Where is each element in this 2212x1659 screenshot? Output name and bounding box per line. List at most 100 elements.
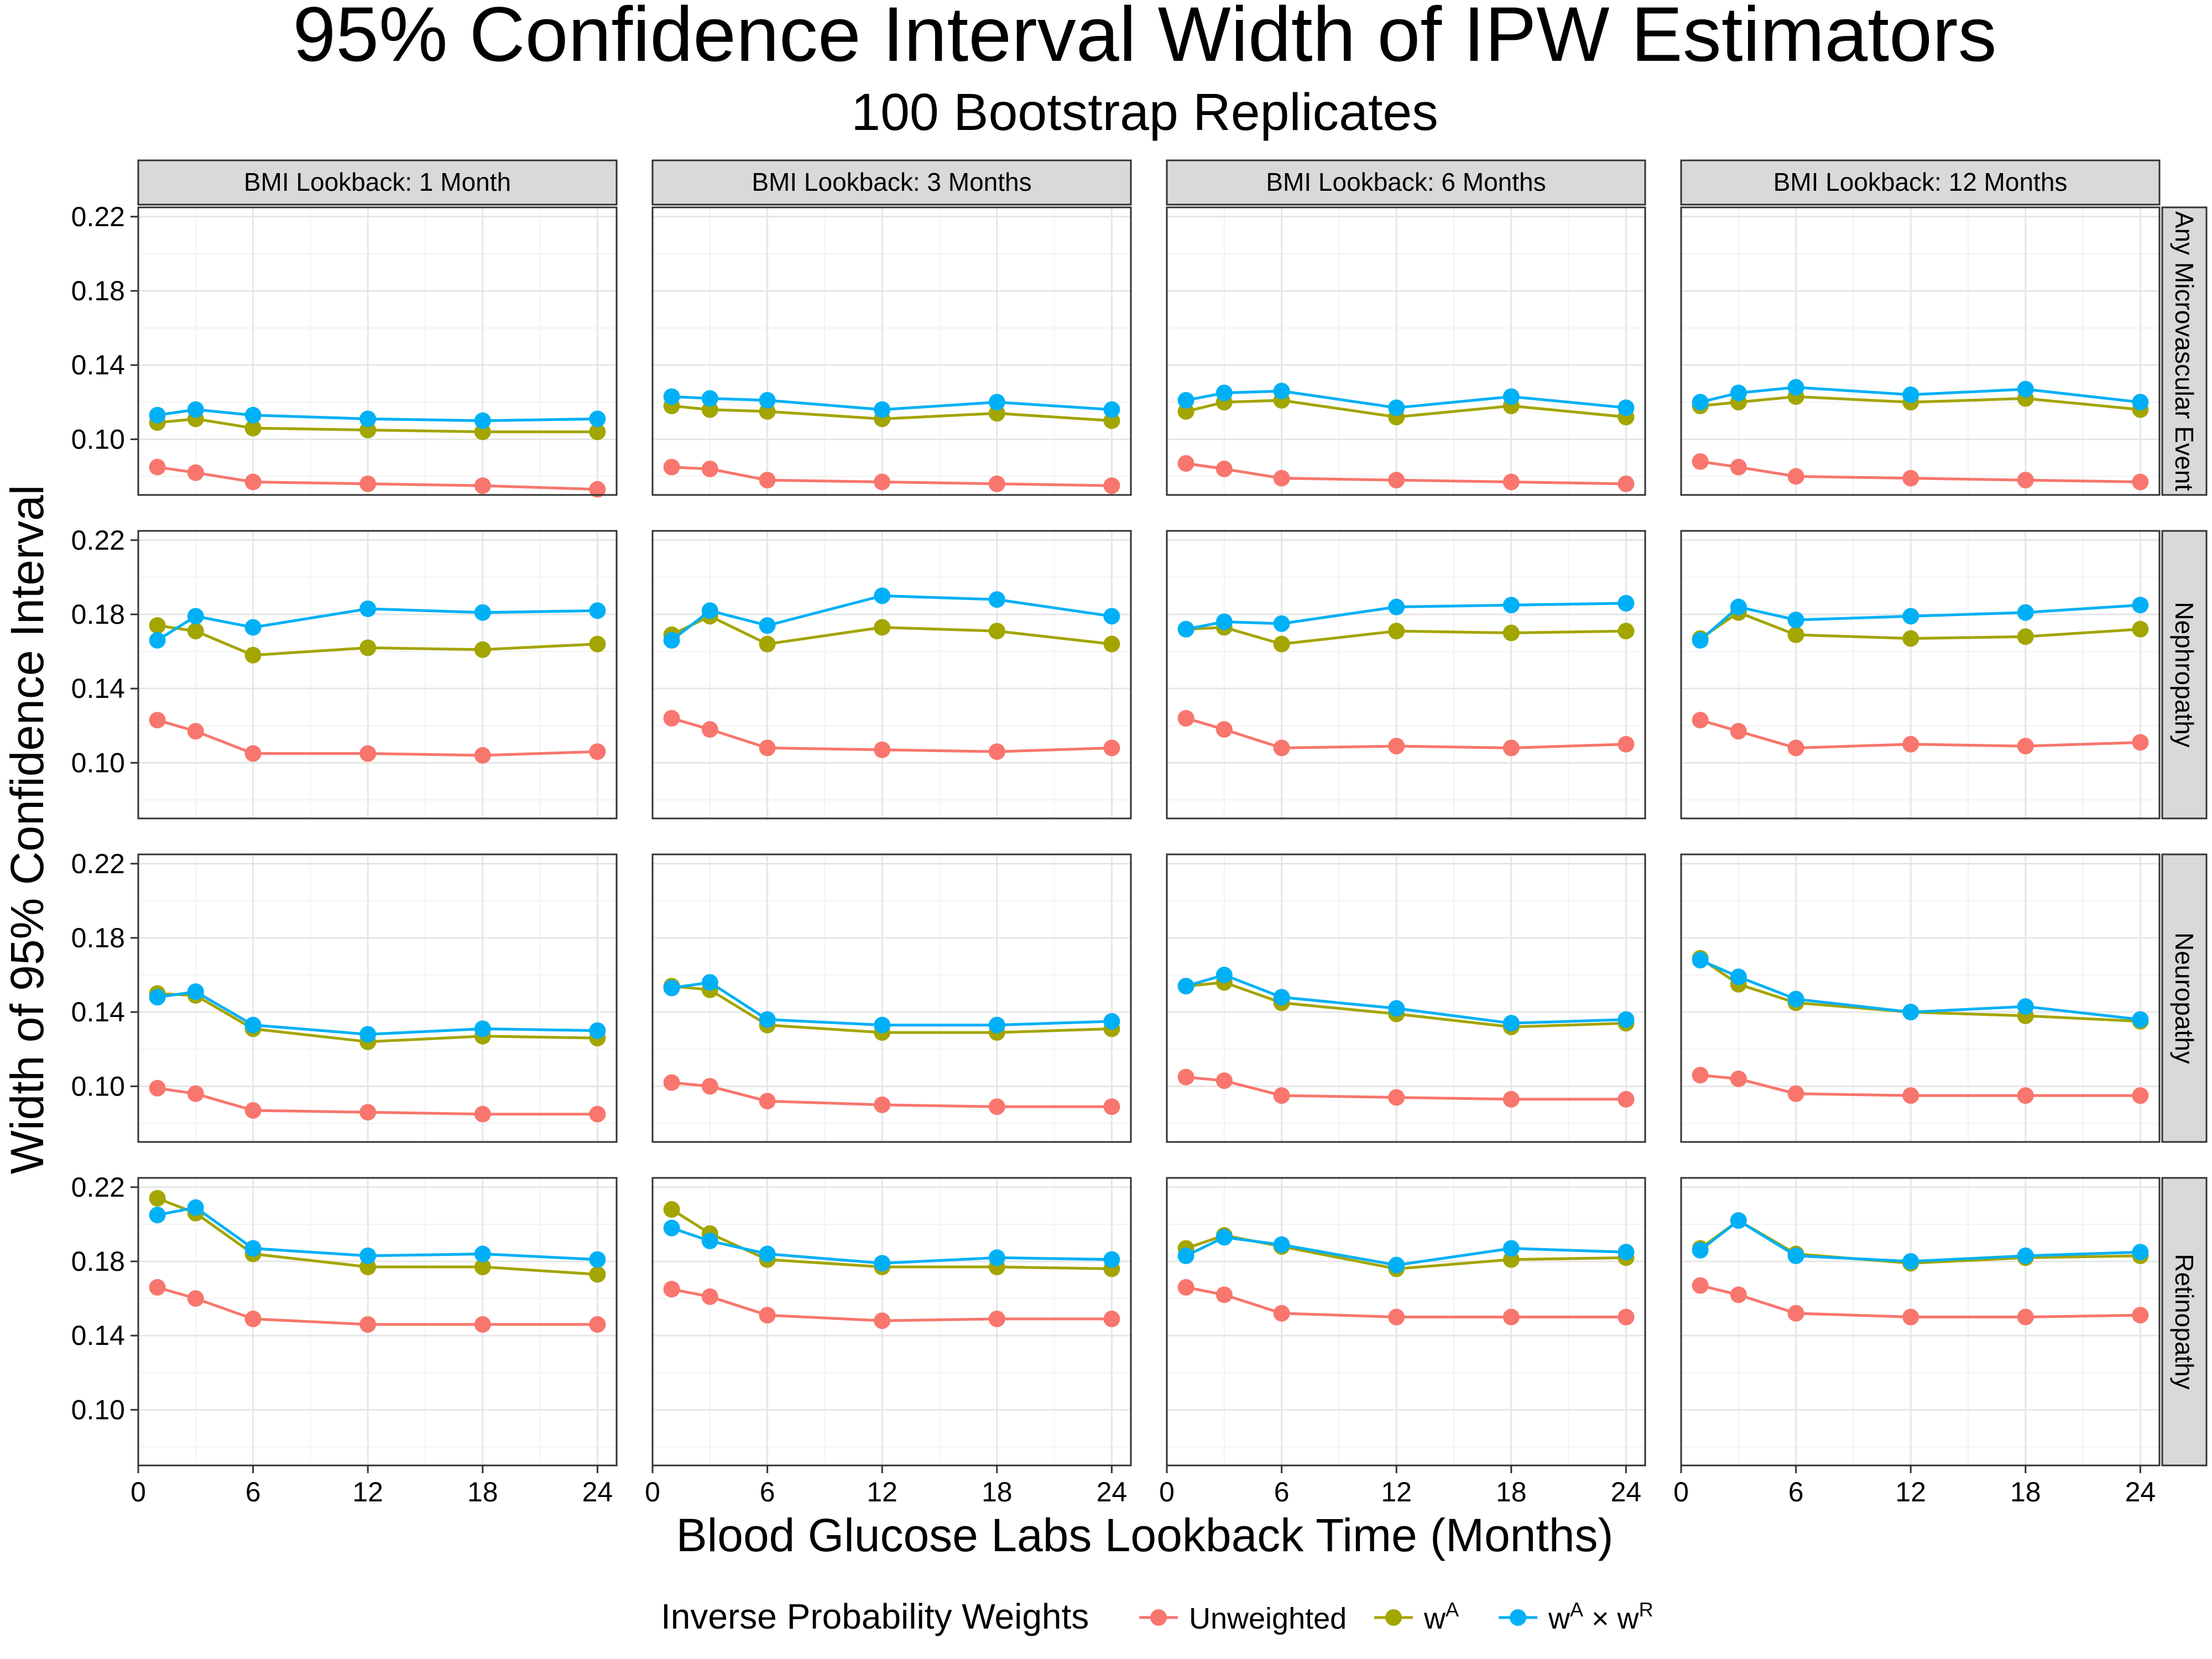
data-point-unweighted	[1692, 1067, 1709, 1084]
panel-background	[653, 207, 1131, 495]
row-strip-label: Nephropathy	[2170, 602, 2199, 747]
data-point-unweighted	[149, 1079, 166, 1097]
chart-title: 95% Confidence Interval Width of IPW Est…	[293, 0, 1996, 77]
data-point-wawr	[1273, 615, 1290, 632]
data-point-unweighted	[1902, 469, 1919, 487]
facet-panel	[1166, 853, 1646, 1143]
facet-panel	[1680, 206, 2161, 496]
legend-label: Unweighted	[1189, 1602, 1347, 1635]
data-point-wawr	[2132, 394, 2149, 411]
legend-key-point	[1510, 1609, 1526, 1626]
data-point-unweighted	[874, 1096, 891, 1113]
data-point-wawr	[2017, 604, 2034, 621]
data-point-wawr	[1215, 613, 1233, 630]
data-point-wawr	[874, 1255, 891, 1272]
data-point-wawr	[149, 989, 166, 1006]
x-tick-label: 18	[1496, 1477, 1527, 1507]
data-point-wawr	[1787, 1247, 1804, 1264]
data-point-unweighted	[1273, 739, 1290, 757]
data-point-wawr	[988, 591, 1005, 608]
data-point-unweighted	[474, 747, 491, 764]
data-point-unweighted	[2132, 734, 2149, 751]
data-point-unweighted	[187, 1085, 204, 1102]
column-strip-bg	[1680, 159, 2161, 206]
data-point-wawr	[1103, 608, 1120, 625]
data-point-unweighted	[988, 743, 1005, 760]
data-point-wawr	[663, 388, 680, 405]
data-point-wawr	[1215, 967, 1233, 984]
data-point-wawr	[1787, 379, 1804, 396]
panel-border	[1680, 206, 2161, 496]
data-point-wawr	[1177, 620, 1194, 638]
data-point-unweighted	[701, 1288, 718, 1305]
data-point-wa	[874, 619, 891, 636]
panel-background	[138, 854, 617, 1142]
data-point-unweighted	[244, 1310, 262, 1327]
x-tick-label: 24	[2125, 1477, 2156, 1507]
data-point-wa	[663, 1201, 680, 1218]
data-point-wawr	[1177, 392, 1194, 409]
data-point-unweighted	[359, 745, 377, 762]
panel-border	[1680, 530, 2161, 820]
y-tick-label: 0.22	[71, 1172, 125, 1203]
data-point-unweighted	[1618, 475, 1635, 492]
data-point-wawr	[663, 979, 680, 997]
data-point-unweighted	[1503, 739, 1520, 757]
data-point-wa	[1503, 624, 1520, 641]
column-strip: BMI Lookback: 12 Months	[1680, 159, 2161, 206]
data-point-unweighted	[988, 1310, 1005, 1327]
data-point-wawr	[1902, 386, 1919, 403]
data-point-unweighted	[1177, 1279, 1194, 1296]
data-point-unweighted	[1215, 461, 1233, 478]
data-point-wawr	[149, 406, 166, 424]
facet-panel	[1166, 206, 1646, 496]
column-strip: BMI Lookback: 3 Months	[651, 159, 1132, 206]
panel-border	[1166, 530, 1646, 820]
data-point-unweighted	[1177, 1068, 1194, 1086]
data-point-wawr	[474, 1020, 491, 1037]
data-point-wawr	[663, 632, 680, 649]
x-tick-label: 18	[467, 1477, 498, 1507]
data-point-unweighted	[1388, 1308, 1405, 1326]
data-point-wawr	[1388, 1256, 1405, 1274]
data-point-wa	[1273, 635, 1290, 653]
y-axis-label: Width of 95% Confidence Interval	[1, 485, 53, 1175]
data-point-wawr	[701, 1233, 718, 1250]
panel-background	[1167, 1178, 1645, 1465]
x-axis-label: Blood Glucose Labs Lookback Time (Months…	[676, 1509, 1614, 1561]
data-point-wawr	[359, 600, 377, 617]
data-point-wawr	[1503, 1015, 1520, 1032]
data-point-wawr	[149, 632, 166, 649]
panel-background	[1681, 531, 2159, 818]
data-point-unweighted	[1215, 1072, 1233, 1089]
row-strip: Nephropathy	[2161, 530, 2208, 820]
data-point-wawr	[244, 619, 262, 636]
data-point-wa	[1902, 630, 1919, 647]
x-tick-label: 24	[1611, 1477, 1642, 1507]
y-tick-label: 0.14	[71, 673, 125, 704]
data-point-unweighted	[1902, 1308, 1919, 1326]
y-tick-label: 0.14	[71, 1320, 125, 1351]
data-point-unweighted	[1273, 1087, 1290, 1104]
data-point-wa	[474, 1259, 491, 1276]
panel-border	[1166, 1177, 1646, 1467]
data-point-unweighted	[589, 1105, 606, 1123]
data-point-wawr	[1503, 1240, 1520, 1257]
data-point-unweighted	[1388, 738, 1405, 755]
data-point-unweighted	[1618, 1308, 1635, 1326]
data-point-unweighted	[149, 458, 166, 476]
data-point-unweighted	[1177, 709, 1194, 727]
data-point-wawr	[2017, 998, 2034, 1015]
x-tick-label: 12	[867, 1477, 898, 1507]
facet-panel: 0.10 0.14 0.18 0.22 0 6 12 18 24	[71, 1172, 618, 1507]
panel-background	[1167, 207, 1645, 495]
legend: Inverse Probability Weights Unweighted wA w…	[661, 1597, 1653, 1636]
column-strip-label: BMI Lookback: 6 Months	[1266, 168, 1546, 196]
data-point-unweighted	[988, 475, 1005, 492]
data-point-unweighted	[359, 475, 377, 492]
data-point-unweighted	[2017, 472, 2034, 489]
row-strip: Retinopathy	[2161, 1177, 2208, 1467]
data-point-wa	[759, 635, 776, 653]
x-tick-label: 6	[246, 1477, 261, 1507]
legend-label-sup: A	[1446, 1598, 1459, 1621]
